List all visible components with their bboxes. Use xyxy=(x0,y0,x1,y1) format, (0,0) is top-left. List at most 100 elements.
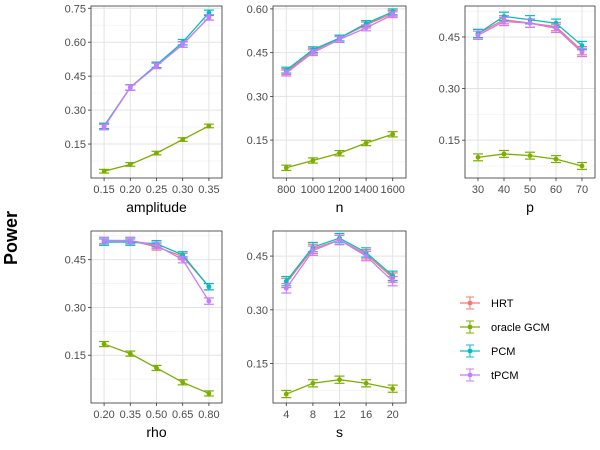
data-point xyxy=(501,19,507,24)
data-point xyxy=(363,140,369,146)
series-tpcm xyxy=(281,234,398,294)
legend-swatch xyxy=(467,324,473,330)
data-point xyxy=(154,242,159,248)
y-tick-label: 0.60 xyxy=(65,37,86,49)
x-axis-label: rho xyxy=(146,424,166,440)
legend-item: HRT xyxy=(460,296,514,310)
data-point xyxy=(475,154,481,160)
data-point xyxy=(206,10,212,16)
data-point xyxy=(154,150,159,156)
data-point xyxy=(283,70,289,76)
data-point xyxy=(363,380,369,386)
data-point xyxy=(283,278,289,284)
series-tpcm xyxy=(99,13,214,131)
data-point xyxy=(527,153,533,159)
data-point xyxy=(390,131,396,137)
series-tpcm xyxy=(99,236,214,305)
series-oracle-gcm xyxy=(281,131,398,172)
data-point xyxy=(553,156,559,162)
y-tick-label: 0.30 xyxy=(439,84,460,96)
data-point xyxy=(101,341,107,347)
data-point xyxy=(101,124,107,130)
data-point xyxy=(206,391,212,396)
panels: 0.15 0.30 0.45 0.60 0.75 0.15 0.20 0.25 0.30 0.35… xyxy=(65,3,596,440)
data-point xyxy=(310,50,316,56)
data-point xyxy=(206,123,212,129)
series-oracle-gcm xyxy=(281,375,398,399)
data-point xyxy=(527,20,533,26)
data-point xyxy=(101,168,107,174)
data-point xyxy=(127,238,133,243)
x-tick-label: 0.20 xyxy=(120,184,141,196)
legend-item: PCM xyxy=(460,344,515,358)
series-oracle-gcm xyxy=(99,123,214,174)
legend: HRT oracle GCM PCM tPCM xyxy=(460,296,550,382)
y-tick-label: 0.45 xyxy=(247,251,268,263)
y-tick-label: 0.15 xyxy=(439,135,460,147)
data-point xyxy=(180,257,186,263)
y-tick-label: 0.30 xyxy=(247,305,268,317)
x-tick-label: 30 xyxy=(472,184,484,196)
x-tick-label: 0.50 xyxy=(146,409,167,421)
data-point xyxy=(390,12,396,18)
legend-swatch xyxy=(467,372,473,378)
x-tick-label: 8 xyxy=(310,409,316,421)
y-tick-label: 0.30 xyxy=(65,302,86,314)
data-point xyxy=(101,238,107,243)
x-tick-label: 1400 xyxy=(354,184,378,196)
x-tick-label: 0.25 xyxy=(146,184,167,196)
panel-n: 0.15 0.30 0.45 0.60 800 1000 1200 1400 1600 n xyxy=(247,4,407,215)
y-tick-label: 0.45 xyxy=(65,255,86,267)
data-point xyxy=(180,137,186,142)
legend-label: PCM xyxy=(491,346,515,358)
panel-rho: 0.15 0.30 0.45 0.20 0.35 0.50 0.65 0.80 rho xyxy=(65,230,223,440)
data-point xyxy=(206,14,212,20)
y-axis-label: Power xyxy=(1,211,21,265)
x-tick-label: 50 xyxy=(524,184,536,196)
data-point xyxy=(579,163,585,169)
x-tick-label: 1000 xyxy=(301,184,325,196)
series-oracle-gcm xyxy=(473,149,587,170)
data-point xyxy=(337,37,342,42)
x-tick-label: 1200 xyxy=(327,184,351,196)
data-point xyxy=(310,248,316,254)
x-tick-label: 0.35 xyxy=(120,409,141,421)
data-point xyxy=(310,158,316,163)
data-point xyxy=(390,386,396,392)
data-point xyxy=(206,284,212,290)
data-point xyxy=(154,365,159,371)
legend-item: tPCM xyxy=(460,368,519,382)
x-axis-label: n xyxy=(336,199,344,215)
data-point xyxy=(337,377,342,383)
y-tick-label: 0.75 xyxy=(65,3,86,15)
x-tick-label: 1600 xyxy=(380,184,404,196)
x-tick-label: 0.80 xyxy=(198,409,219,421)
data-point xyxy=(363,25,369,31)
y-tick-label: 0.30 xyxy=(247,91,268,103)
data-point xyxy=(180,42,186,47)
x-tick-label: 0.35 xyxy=(198,184,219,196)
x-tick-label: 0.15 xyxy=(93,184,114,196)
y-tick-label: 0.30 xyxy=(65,105,86,117)
y-tick-label: 0.15 xyxy=(247,359,268,371)
series-tpcm xyxy=(473,16,587,58)
data-point xyxy=(475,32,481,38)
data-point xyxy=(579,50,585,55)
data-point xyxy=(310,380,316,386)
data-point xyxy=(283,391,289,397)
data-point xyxy=(283,165,289,171)
data-point xyxy=(501,151,507,157)
legend-label: tPCM xyxy=(491,370,519,382)
x-tick-label: 0.20 xyxy=(93,409,114,421)
x-tick-label: 800 xyxy=(277,184,295,196)
data-point xyxy=(127,162,133,167)
y-tick-label: 0.15 xyxy=(65,350,86,362)
x-axis-label: p xyxy=(526,199,534,215)
data-point xyxy=(127,351,133,357)
data-point xyxy=(553,25,559,31)
panel-p: 0.15 0.30 0.45 30 40 50 60 70 p xyxy=(439,5,596,215)
legend-label: oracle GCM xyxy=(491,322,550,334)
x-tick-label: 0.30 xyxy=(172,184,193,196)
data-point xyxy=(283,285,289,291)
